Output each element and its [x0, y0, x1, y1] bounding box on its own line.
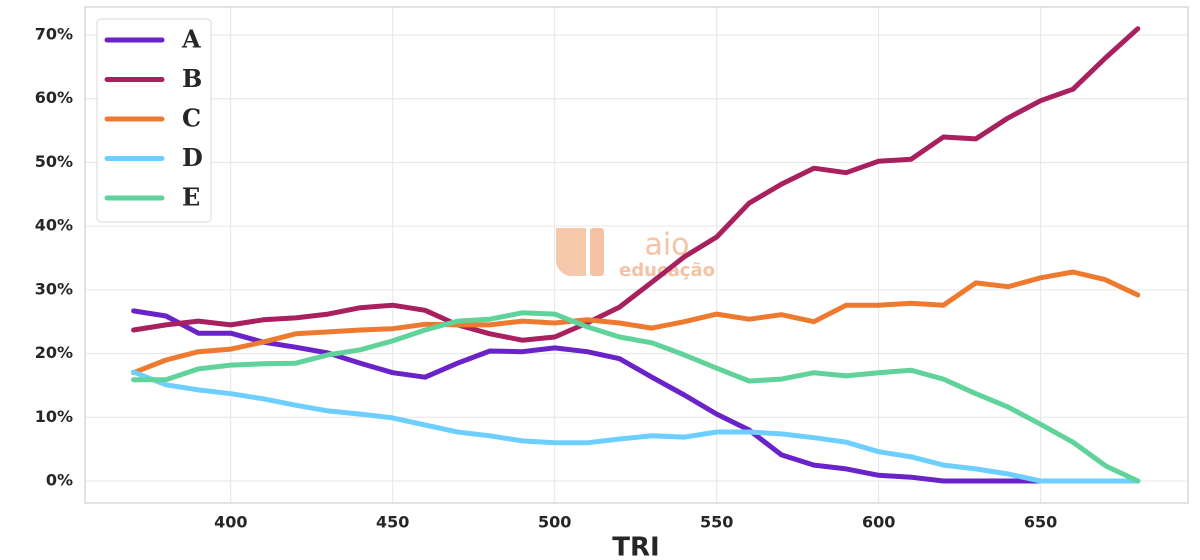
legend-label: B	[182, 64, 202, 93]
series-line	[131, 26, 1141, 343]
watermark-logo	[555, 228, 586, 276]
legend-label: C	[182, 104, 201, 133]
grid	[85, 7, 1188, 503]
watermark-logo	[590, 228, 604, 276]
y-tick-label: 20%	[35, 343, 73, 362]
plot-frame	[84, 6, 1189, 504]
y-tick-label: 0%	[46, 471, 73, 490]
legend-label: D	[182, 143, 203, 172]
y-tick-label: 60%	[35, 88, 73, 107]
y-tick-label: 30%	[35, 279, 73, 298]
x-tick-label: 500	[538, 513, 571, 532]
series-line	[131, 369, 1141, 484]
legend-label: A	[181, 25, 201, 54]
x-tick-label: 600	[862, 513, 895, 532]
y-tick-label: 50%	[35, 152, 73, 171]
x-tick-label: 450	[376, 513, 409, 532]
x-axis-label: TRI	[612, 533, 659, 560]
legend-label: E	[182, 183, 200, 212]
x-tick-label: 650	[1024, 513, 1057, 532]
series-line	[131, 310, 1141, 484]
x-tick-label: 400	[214, 513, 247, 532]
series-line	[131, 269, 1141, 376]
y-tick-label: 10%	[35, 407, 73, 426]
y-tick-label: 40%	[35, 216, 73, 235]
y-tick-label: 70%	[35, 25, 73, 44]
x-tick-label: 550	[700, 513, 733, 532]
series-line	[131, 308, 1141, 484]
